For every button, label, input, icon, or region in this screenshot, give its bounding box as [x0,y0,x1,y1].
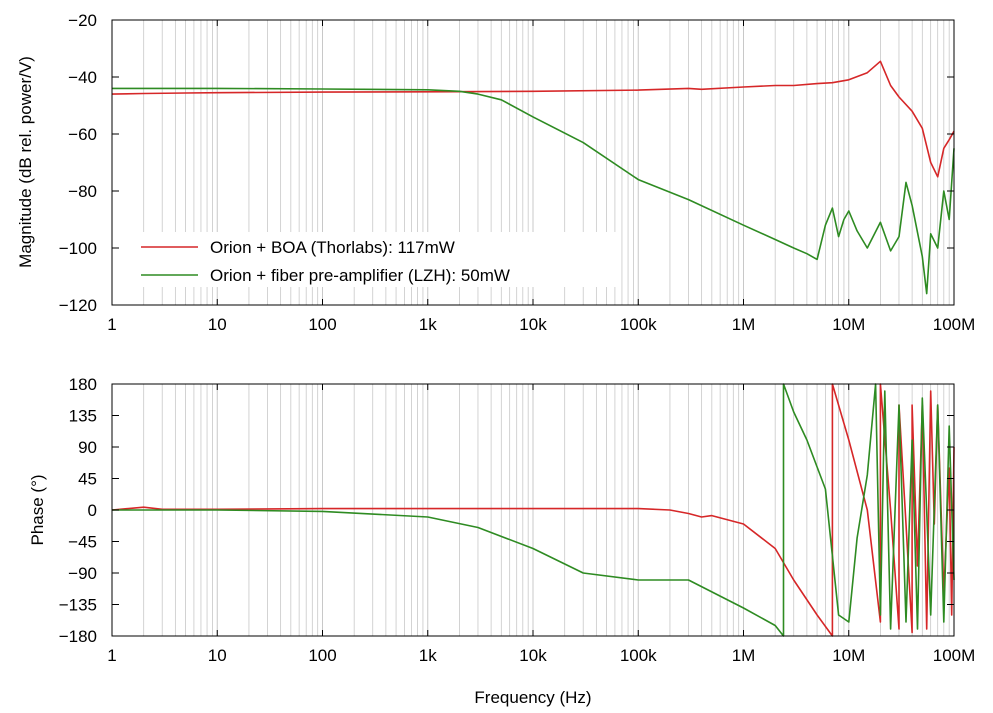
phase-y-tick-label: −90 [68,564,97,583]
phase-x-tick-label: 10M [832,646,865,665]
legend: Orion + BOA (Thorlabs): 117mW Orion + fi… [120,232,620,287]
phase-ticks: 1 10 100 1k 10k 100k 1M 10M 100M 180 135 90 45 0 −45 −9… [59,375,976,665]
magnitude-y-tick-label: −100 [59,239,97,258]
magnitude-x-tick-label: 1 [107,315,116,334]
phase-x-tick-label: 10 [208,646,227,665]
phase-y-tick-label: −45 [68,533,97,552]
phase-y-tick-label: 0 [88,501,97,520]
phase-x-tick-label: 1k [419,646,437,665]
magnitude-series-line-boa [111,60,955,178]
magnitude-x-tick-label: 1M [732,315,756,334]
legend-label-lzh: Orion + fiber pre-amplifier (LZH): 50mW [210,266,510,285]
magnitude-y-tick-label: −80 [68,182,97,201]
phase-x-tick-label: 1 [107,646,116,665]
magnitude-x-tick-label: 1k [419,315,437,334]
phase-series-line-lzh [112,383,955,637]
x-axis-label: Frequency (Hz) [474,688,591,707]
magnitude-y-tick-label: −20 [68,11,97,30]
phase-x-tick-label: 100 [308,646,336,665]
magnitude-ticks: 1 10 100 1k 10k 100k 1M 10M 100M −20 −40 −60 −80 −100… [59,11,976,334]
magnitude-y-tick-label: −40 [68,68,97,87]
magnitude-x-tick-label: 100M [933,315,976,334]
magnitude-series [111,60,955,295]
phase-y-tick-label: 90 [78,438,97,457]
phase-x-tick-label: 1M [732,646,756,665]
phase-x-tick-label: 100M [933,646,976,665]
phase-y-tick-label: −180 [59,627,97,646]
phase-y-tick-label: 135 [69,407,97,426]
magnitude-y-tick-label: −60 [68,125,97,144]
legend-background [120,232,620,287]
magnitude-x-tick-label: 100k [620,315,657,334]
magnitude-x-tick-label: 10 [208,315,227,334]
phase-series-line-boa [111,383,955,637]
phase-panel: 1 10 100 1k 10k 100k 1M 10M 100M 180 135 90 45 0 −45 −9… [28,375,975,707]
magnitude-x-tick-label: 10M [832,315,865,334]
magnitude-x-tick-label: 10k [519,315,547,334]
legend-label-boa: Orion + BOA (Thorlabs): 117mW [210,238,455,257]
phase-x-tick-label: 10k [519,646,547,665]
phase-x-tick-label: 100k [620,646,657,665]
magnitude-y-axis-label: Magnitude (dB rel. power/V) [16,56,35,268]
magnitude-y-tick-label: −120 [59,296,97,315]
magnitude-series-line-lzh [112,87,955,295]
phase-series [111,383,955,637]
phase-y-tick-label: −135 [59,596,97,615]
phase-y-axis-label: Phase (°) [28,474,47,545]
phase-y-tick-label: 45 [78,470,97,489]
phase-y-tick-label: 180 [69,375,97,394]
magnitude-panel: 1 10 100 1k 10k 100k 1M 10M 100M −20 −40 −60 −80 −100… [16,11,975,334]
magnitude-x-tick-label: 100 [308,315,336,334]
